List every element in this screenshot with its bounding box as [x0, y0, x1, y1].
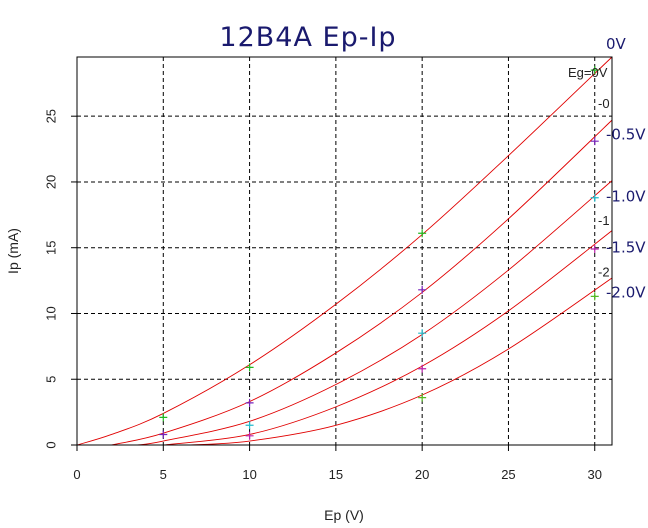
curve-label: -1.0V	[606, 187, 646, 205]
chart-title: 12B4A Ep-Ip	[219, 22, 396, 53]
fit-curve	[76, 56, 613, 446]
legend-title: Eg=0V	[568, 65, 608, 80]
data-point	[159, 430, 168, 439]
fit-curve	[111, 119, 613, 446]
curve-label: 0V	[606, 35, 627, 53]
data-point	[590, 245, 599, 254]
x-tick-label: 10	[242, 467, 256, 482]
fit-curve	[163, 230, 613, 446]
y-tick-label: 25	[43, 109, 58, 123]
y-tick-label: 5	[43, 376, 58, 383]
data-point	[590, 292, 599, 301]
data-point	[245, 421, 254, 430]
x-tick-label: 30	[588, 467, 602, 482]
data-point	[590, 193, 599, 202]
plot-frame	[76, 56, 613, 446]
data-point	[245, 431, 254, 440]
data-markers	[159, 66, 599, 440]
curve-labels: 0V -0.5V -1.0V -1.5V -2.0V -0 -1 -2	[598, 35, 646, 302]
fit-curve	[189, 277, 613, 446]
x-tick-label: 0	[73, 467, 80, 482]
curve-label: -0.5V	[606, 126, 646, 144]
curve-label: -2.0V	[606, 283, 646, 301]
data-point	[418, 393, 427, 402]
y-tick-label: 15	[43, 240, 58, 254]
data-point	[245, 398, 254, 407]
side-label: -0	[598, 96, 610, 111]
y-tick-label: 20	[43, 175, 58, 189]
curve-label: -1.5V	[606, 239, 646, 257]
data-point	[418, 364, 427, 373]
side-label: -2	[598, 264, 610, 279]
data-point	[159, 413, 168, 422]
y-tick-label: 0	[43, 441, 58, 448]
y-axis-title: Ip (mA)	[5, 228, 21, 274]
data-point	[590, 137, 599, 146]
x-tick-label: 15	[329, 467, 343, 482]
data-point	[418, 285, 427, 294]
side-label: -1	[598, 213, 610, 228]
data-point	[418, 329, 427, 338]
fit-curve	[137, 180, 613, 446]
data-point	[418, 229, 427, 238]
fit-curves	[76, 56, 613, 446]
y-tick-label: 10	[43, 306, 58, 320]
axis-ticks: 0 5 10 15 20 25 30 0 5 10 15 20 25	[43, 109, 602, 482]
x-tick-label: 25	[501, 467, 515, 482]
grid	[77, 57, 612, 445]
x-axis-title: Ep (V)	[324, 507, 364, 523]
data-point	[590, 66, 599, 75]
data-point	[245, 363, 254, 372]
x-tick-label: 20	[415, 467, 429, 482]
x-tick-label: 5	[160, 467, 167, 482]
